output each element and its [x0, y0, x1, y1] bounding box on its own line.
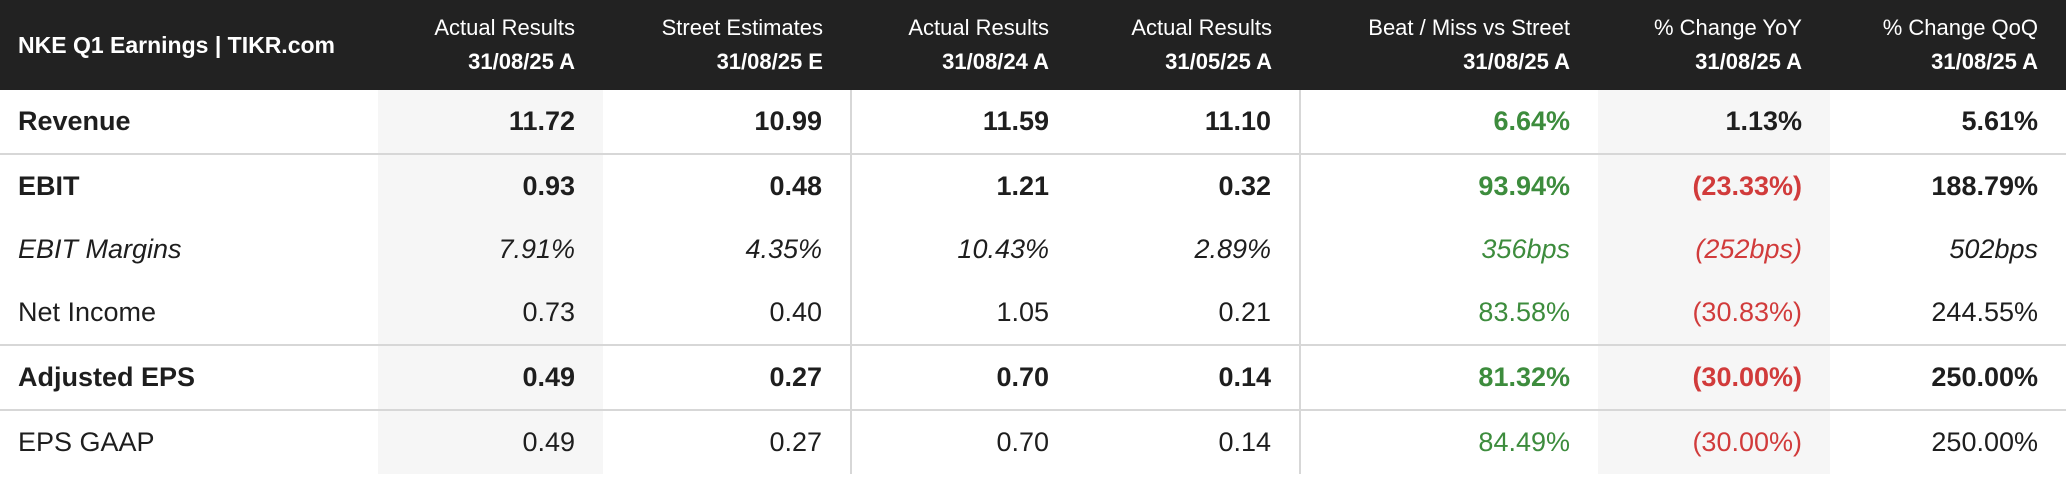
- column-header-label: Actual Results: [434, 15, 575, 40]
- table-cell: 2.89%: [1194, 234, 1271, 264]
- table-cell: 81.32%: [1299, 344, 1598, 410]
- table-cell: 0.49: [378, 344, 603, 410]
- table-cell: 10.43%: [850, 218, 1077, 281]
- table-cell: 1.13%: [1598, 90, 1830, 154]
- column-header: % Change QoQ 31/08/25 A: [1830, 0, 2066, 90]
- table-row: EPS GAAP 0.49 0.27 0.70 0.14 84.49% (30.…: [0, 409, 2066, 474]
- table-cell: (23.33%): [1598, 153, 1830, 218]
- table-cell: 0.49: [378, 409, 603, 474]
- table-row: EBIT 0.93 0.48 1.21 0.32 93.94% (23.33%)…: [0, 153, 2066, 218]
- column-header-date: 31/08/25 A: [1695, 49, 1802, 74]
- table-cell: 6.64%: [1299, 90, 1598, 154]
- table-cell: 0.73: [378, 281, 603, 345]
- table-cell: 4.35%: [745, 234, 822, 264]
- table-cell: 11.72: [378, 90, 603, 154]
- table-cell: (30.00%): [1598, 344, 1830, 410]
- table-cell: 250.00%: [1830, 409, 2066, 474]
- table-cell: 83.58%: [1299, 281, 1598, 345]
- table-cell: 0.48: [603, 153, 851, 218]
- table-cell: 10.99: [754, 106, 822, 136]
- column-header-date: 31/08/25 A: [1463, 49, 1570, 74]
- table-cell: 11.59: [850, 90, 1077, 154]
- row-label: EPS GAAP: [0, 409, 378, 474]
- column-header-label: Street Estimates: [661, 15, 823, 40]
- column-header: Street Estimates 31/08/25 E: [603, 0, 851, 90]
- table-cell: 0.27: [603, 344, 851, 410]
- table-cell: 0.70: [850, 344, 1077, 410]
- table-cell: 0.93: [378, 153, 603, 218]
- table-cell: 0.32: [1077, 153, 1300, 218]
- table-row: Revenue 11.72 10.99 11.59 11.10 6.64% 1.…: [0, 90, 2066, 154]
- column-header-date: 31/08/25 A: [1931, 49, 2038, 74]
- column-header-date: 31/08/24 A: [942, 49, 1049, 74]
- table-cell: 0.14: [1077, 409, 1300, 474]
- column-header-label: Beat / Miss vs Street: [1368, 15, 1570, 40]
- table-cell: 7.91%: [378, 218, 603, 281]
- table-cell: 250.00%: [1830, 344, 2066, 410]
- header-row: NKE Q1 Earnings | TIKR.com Actual Result…: [0, 0, 2066, 90]
- table-cell: 0.27: [603, 409, 851, 474]
- table-cell: 0.40: [769, 297, 822, 327]
- column-header-label: Actual Results: [1131, 15, 1272, 40]
- column-header: Actual Results 31/08/25 A: [378, 0, 603, 90]
- table-cell: 356bps: [1299, 218, 1598, 281]
- table-cell: 0.70: [850, 409, 1077, 474]
- column-header: Actual Results 31/05/25 A: [1077, 0, 1300, 90]
- column-header: % Change YoY 31/08/25 A: [1598, 0, 1830, 90]
- table-row: EBIT Margins 7.91% 4.35% 10.43% 2.89% 35…: [0, 218, 2066, 281]
- table-cell: 1.21: [850, 153, 1077, 218]
- row-label: Revenue: [18, 106, 131, 136]
- table-cell: (30.00%): [1598, 409, 1830, 474]
- column-header-label: Actual Results: [908, 15, 1049, 40]
- column-header: Actual Results 31/08/24 A: [851, 0, 1077, 90]
- table-cell: (30.83%): [1598, 281, 1830, 345]
- table-title: NKE Q1 Earnings | TIKR.com: [0, 0, 378, 90]
- column-header-label: % Change YoY: [1653, 15, 1802, 40]
- table-row: Net Income 0.73 0.40 1.05 0.21 83.58% (3…: [0, 281, 2066, 345]
- column-header-date: 31/08/25 E: [716, 49, 823, 74]
- table-cell: (252bps): [1598, 218, 1830, 281]
- table-row: Adjusted EPS 0.49 0.27 0.70 0.14 81.32% …: [0, 344, 2066, 410]
- row-label: Net Income: [18, 297, 157, 327]
- table-cell: 5.61%: [1961, 106, 2038, 136]
- table-cell: 0.14: [1077, 344, 1300, 410]
- row-label: EBIT Margins: [18, 234, 182, 264]
- column-header-label: % Change QoQ: [1882, 15, 2038, 40]
- row-label: Adjusted EPS: [0, 344, 378, 410]
- table-cell: 84.49%: [1299, 409, 1598, 474]
- column-header-date: 31/08/25 A: [468, 49, 575, 74]
- table-cell: 1.05: [850, 281, 1077, 345]
- column-header-date: 31/05/25 A: [1165, 49, 1272, 74]
- table-cell: 0.21: [1218, 297, 1271, 327]
- table-cell: 11.10: [1204, 106, 1271, 136]
- table-cell: 502bps: [1949, 234, 2038, 264]
- column-header: Beat / Miss vs Street 31/08/25 A: [1300, 0, 1598, 90]
- table-cell: 93.94%: [1299, 153, 1598, 218]
- row-label: EBIT: [0, 153, 378, 218]
- table-cell: 188.79%: [1830, 153, 2066, 218]
- table-cell: 244.55%: [1931, 297, 2038, 327]
